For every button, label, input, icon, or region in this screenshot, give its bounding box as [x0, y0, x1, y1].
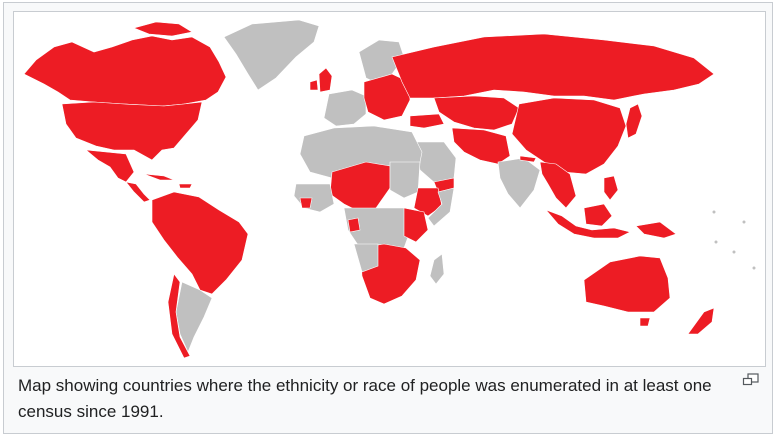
ireland: [309, 79, 319, 91]
philippines: [603, 175, 619, 201]
world-map-image[interactable]: [13, 11, 766, 367]
sierra-leone-liberia: [299, 197, 313, 209]
pacific-island: [752, 266, 756, 270]
figure-thumbnail: Map showing countries where the ethnicit…: [3, 2, 773, 434]
sudan: [389, 161, 421, 199]
northern-south-america: [151, 191, 249, 295]
angola: [353, 243, 379, 273]
pacific-island: [714, 240, 718, 244]
central-america: [125, 181, 151, 203]
myanmar-laos-vietnam: [539, 161, 577, 209]
india: [497, 157, 541, 209]
cuba: [143, 173, 175, 181]
uk: [318, 67, 333, 93]
pacific-island: [742, 220, 746, 224]
madagascar: [429, 253, 445, 285]
world-map: [23, 19, 756, 359]
kenya-uganda: [403, 207, 429, 243]
eastern-europe: [363, 73, 411, 121]
gabon: [347, 217, 361, 233]
borneo: [583, 203, 613, 227]
chile: [167, 273, 191, 359]
turkey: [409, 113, 445, 129]
figure-caption: Map showing countries where the ethnicit…: [18, 376, 712, 421]
kazakhstan-central-asia: [433, 95, 520, 131]
papua-new-guinea: [635, 221, 677, 239]
japan: [625, 103, 643, 139]
new-zealand: [687, 307, 715, 335]
nepal: [519, 155, 537, 163]
western-europe: [323, 89, 367, 127]
iran-afghanistan-pakistan: [451, 127, 511, 165]
pacific-island: [732, 250, 736, 254]
enlarge-icon[interactable]: [742, 373, 760, 387]
tasmania: [639, 317, 651, 327]
caribbean-islands: [178, 183, 193, 189]
united-states: [61, 101, 203, 161]
russia: [391, 33, 715, 101]
malaysia-indonesia: [545, 209, 631, 239]
mexico: [85, 149, 135, 183]
greenland: [223, 19, 320, 91]
somalia: [427, 187, 455, 227]
canada: [23, 35, 227, 107]
mongolia-china: [511, 97, 627, 175]
canada-arctic-islands: [133, 21, 193, 37]
saudi-arabia: [415, 141, 457, 185]
australia: [583, 255, 671, 313]
pacific-island: [712, 210, 716, 214]
